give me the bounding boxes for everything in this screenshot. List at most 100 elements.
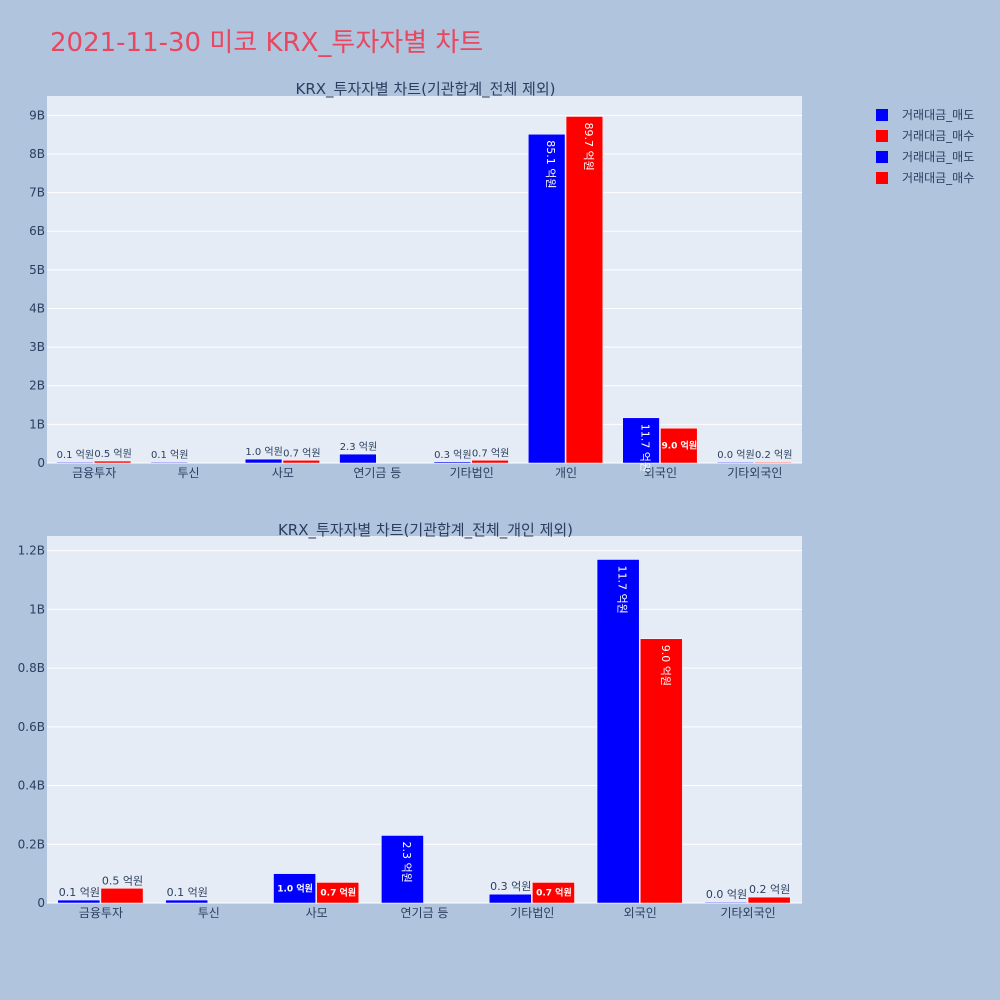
legend-swatch-icon (876, 108, 888, 121)
x-tick-label: 투신 (198, 906, 220, 920)
y-tick-label: 2B (29, 379, 45, 393)
bar-sell (528, 133, 566, 464)
bar-buy (747, 896, 791, 904)
legend-label: 거래대금_매수 (902, 171, 975, 185)
x-tick-label: 개인 (555, 466, 577, 480)
bar-value-label: 1.0 억원 (277, 882, 313, 894)
bar-value-label: 0.2 억원 (749, 883, 790, 896)
legend-item-sell[interactable]: 거래대금_매도 (870, 146, 974, 167)
x-tick-label: 기타법인 (510, 906, 554, 920)
bar-value-label: 0.7 억원 (472, 447, 509, 459)
x-tick-label: 외국인 (624, 906, 657, 920)
bar-buy (639, 638, 683, 904)
bar-buy (100, 888, 144, 904)
legend-item-buy[interactable]: 거래대금_매수 (870, 167, 974, 188)
bar-sell (704, 901, 748, 904)
bar-value-label: 0.7 억원 (536, 887, 572, 899)
bar-sell (596, 559, 640, 904)
legend-label: 거래대금_매도 (902, 108, 975, 122)
y-tick-label: 1B (29, 602, 45, 616)
x-tick-label: 연기금 등 (353, 466, 401, 480)
plot-area (47, 536, 802, 903)
y-tick-label: 9B (29, 108, 45, 122)
plot-area (47, 96, 802, 463)
bar-buy (316, 882, 360, 904)
x-tick-label: 투신 (178, 466, 200, 480)
page-title: 2021-11-30 미코 KRX_투자자별 차트 (50, 28, 484, 58)
bar-value-label: 0.0 억원 (706, 888, 747, 901)
bar-sell (150, 461, 188, 464)
bar-buy (660, 427, 698, 464)
bar-value-label: 0.7 억원 (283, 447, 320, 459)
chart-1: KRX_투자자별 차트(기관합계_전체 제외) 0 1B 2B 3B 4B 5B 6B 7B 8B… (29, 80, 802, 480)
bar-sell (165, 899, 209, 904)
bar-sell (57, 899, 101, 904)
bar-value-label: 2.3 억원 (340, 441, 377, 453)
x-tick-label: 외국인 (644, 466, 677, 480)
x-tick-label: 기타법인 (450, 466, 494, 480)
bar-sell (56, 461, 94, 464)
y-tick-label: 3B (29, 340, 45, 354)
legend-swatch-icon (876, 129, 888, 142)
bar-sell (381, 835, 424, 904)
bar-value-label: 0.1 억원 (151, 449, 188, 461)
bar-value-label: 0.0 억원 (717, 449, 754, 461)
y-tick-label: 1.2B (18, 544, 45, 558)
bar-buy (565, 116, 604, 464)
x-tick-label: 사모 (272, 466, 294, 480)
y-tick-label: 4B (29, 301, 45, 315)
y-tick-label: 0.6B (18, 720, 45, 734)
bar-value-label: 0.7 억원 (320, 887, 356, 899)
y-tick-label: 0 (37, 456, 45, 470)
legend-item-buy[interactable]: 거래대금_매수 (870, 125, 974, 146)
bar-value-label: 0.3 억원 (434, 449, 471, 461)
bar-sell (244, 458, 283, 464)
x-tick-label: 금융투자 (72, 466, 116, 480)
bar-sell (488, 893, 532, 904)
legend-swatch-icon (876, 171, 888, 184)
x-tick-label: 금융투자 (79, 906, 123, 920)
y-tick-label: 1B (29, 417, 45, 431)
bar-value-label: 85.1 억원 (544, 140, 557, 188)
bar-value-label: 0.1 억원 (59, 886, 100, 899)
bar-sell (716, 461, 755, 464)
bar-sell (339, 453, 377, 464)
bar-value-label: 1.0 억원 (245, 446, 282, 458)
x-tick-label: 기타외국인 (727, 466, 782, 480)
bar-value-label: 0.1 억원 (57, 449, 94, 461)
bar-value-label: 0.5 억원 (102, 874, 143, 887)
bar-value-label: 89.7 억원 (582, 122, 595, 170)
bar-sell (622, 417, 660, 464)
bar-buy (471, 460, 509, 464)
y-tick-label: 0.4B (18, 779, 45, 793)
y-tick-label: 0.2B (18, 837, 45, 851)
x-tick-label: 사모 (306, 906, 328, 920)
y-tick-label: 0 (37, 896, 45, 910)
legend: 거래대금_매도 거래대금_매수 거래대금_매도 거래대금_매수 (870, 104, 974, 188)
y-tick-label: 6B (29, 224, 45, 238)
x-tick-label: 기타외국인 (720, 906, 775, 920)
bar-buy (532, 882, 575, 904)
bar-value-label: 0.2 억원 (755, 449, 792, 461)
y-tick-label: 0.8B (18, 661, 45, 675)
bar-value-label: 2.3 억원 (400, 841, 413, 882)
bar-value-label: 11.7 억원 (616, 565, 629, 613)
y-tick-label: 7B (29, 186, 45, 200)
bar-value-label: 0.1 억원 (167, 886, 208, 899)
bar-value-label: 9.0 억원 (659, 645, 672, 686)
chart-title: KRX_투자자별 차트(기관합계_전체_개인 제외) (278, 521, 573, 540)
bar-buy (93, 460, 132, 464)
bar-sell (433, 461, 471, 464)
legend-item-sell[interactable]: 거래대금_매도 (870, 104, 974, 125)
legend-label: 거래대금_매도 (902, 150, 975, 164)
legend-swatch-icon (876, 150, 888, 163)
y-tick-label: 8B (29, 147, 45, 161)
bar-value-label: 9.0 억원 (661, 440, 697, 452)
legend-label: 거래대금_매수 (902, 129, 975, 143)
y-tick-label: 5B (29, 263, 45, 277)
bar-value-label: 0.5 억원 (94, 448, 131, 460)
bar-value-label: 11.7 억원 (639, 424, 652, 472)
bar-buy (754, 461, 792, 464)
chart-2: KRX_투자자별 차트(기관합계_전체_개인 제외) 0 0.2B 0.4B 0.6B 0… (18, 521, 802, 920)
